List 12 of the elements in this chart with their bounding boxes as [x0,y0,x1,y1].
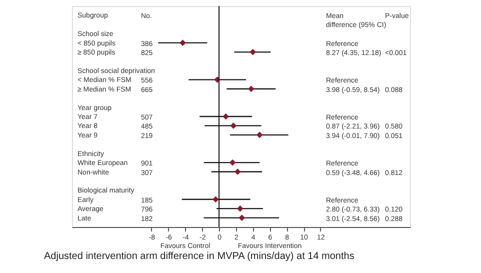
text: Adjusted intervention arm difference in MVPA (mins/day) at 14 months [44,251,354,262]
point [234,168,241,175]
point [229,159,236,166]
point [250,48,256,56]
point [248,86,254,92]
point [230,122,237,129]
point [222,113,229,120]
point [256,132,263,138]
point [238,214,246,221]
point [180,40,186,46]
point [236,205,244,212]
point [212,196,219,203]
